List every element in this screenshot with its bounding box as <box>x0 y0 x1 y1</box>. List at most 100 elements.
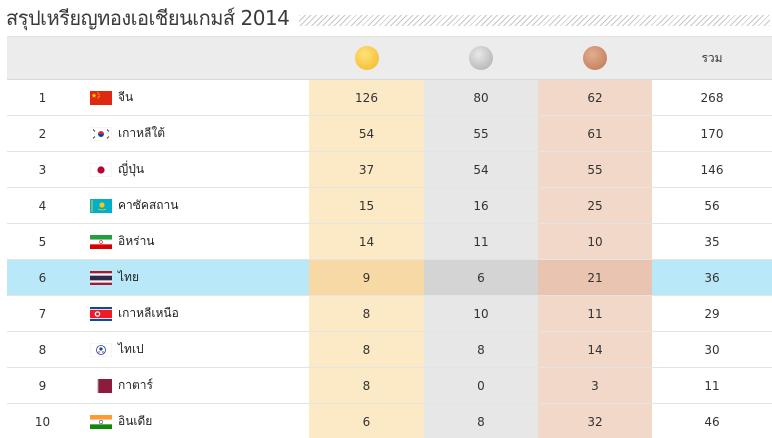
country-name: กาตาร์ <box>118 378 153 392</box>
silver-cell: 16 <box>424 188 538 223</box>
table-row-highlighted: 6 ไทย 9 6 21 36 <box>7 260 772 296</box>
total-cell: 268 <box>700 90 724 105</box>
rank-cell: 6 <box>38 270 47 285</box>
gold-cell: 54 <box>309 116 424 151</box>
page-title: สรุปเหรียญทองเอเชียนเกมส์ 2014 <box>6 6 290 30</box>
country-name: อิหร่าน <box>118 234 155 248</box>
gold-cell: 6 <box>309 404 424 438</box>
total-cell: 11 <box>704 378 720 393</box>
table-row: 10 อินเดีย 6 8 32 46 <box>7 404 772 438</box>
silver-medal-icon <box>469 46 493 70</box>
country-cell: อินเดีย <box>80 404 309 438</box>
south-korea-flag-icon <box>90 126 112 141</box>
china-flag-icon <box>90 90 112 105</box>
rank-header <box>7 37 80 79</box>
qatar-flag-icon <box>90 378 112 393</box>
country-name: เกาหลีเหนือ <box>118 306 179 320</box>
bronze-cell: 55 <box>538 152 652 187</box>
country-cell: กาตาร์ <box>80 368 309 403</box>
thailand-flag-icon <box>90 270 112 285</box>
table-row: 3 ญี่ปุ่น 37 54 55 146 <box>7 152 772 188</box>
rank-cell: 5 <box>38 234 47 249</box>
country-name: อินเดีย <box>118 414 153 428</box>
japan-flag-icon <box>90 162 112 177</box>
title-bar: สรุปเหรียญทองเอเชียนเกมส์ 2014 <box>6 3 770 33</box>
country-name: เกาหลีใต้ <box>118 126 166 140</box>
total-cell: 56 <box>704 198 720 213</box>
table-row: 1 จีน 126 80 62 268 <box>7 80 772 116</box>
bronze-cell: 10 <box>538 224 652 259</box>
country-cell: เกาหลีใต้ <box>80 116 309 151</box>
silver-cell: 6 <box>424 260 538 295</box>
bronze-cell: 32 <box>538 404 652 438</box>
country-cell: อิหร่าน <box>80 224 309 259</box>
silver-cell: 8 <box>424 404 538 438</box>
table-row: 8 ไทเป 8 8 14 30 <box>7 332 772 368</box>
country-cell: คาซัคสถาน <box>80 188 309 223</box>
total-header: รวม <box>701 50 723 65</box>
bronze-cell: 14 <box>538 332 652 367</box>
gold-cell: 14 <box>309 224 424 259</box>
north-korea-flag-icon <box>90 306 112 321</box>
rank-cell: 8 <box>38 342 47 357</box>
rank-cell: 9 <box>38 378 47 393</box>
bronze-cell: 3 <box>538 368 652 403</box>
country-cell: ไทย <box>80 260 309 295</box>
bronze-header <box>538 37 652 79</box>
bronze-cell: 61 <box>538 116 652 151</box>
total-cell: 36 <box>704 270 720 285</box>
silver-cell: 10 <box>424 296 538 331</box>
bronze-cell: 11 <box>538 296 652 331</box>
total-cell: 146 <box>700 162 724 177</box>
rank-cell: 2 <box>38 126 47 141</box>
gold-header <box>309 37 424 79</box>
title-decoration <box>299 14 770 26</box>
country-cell: จีน <box>80 80 309 115</box>
bronze-cell: 25 <box>538 188 652 223</box>
table-row: 9 กาตาร์ 8 0 3 11 <box>7 368 772 404</box>
iran-flag-icon <box>90 234 112 249</box>
gold-medal-icon <box>354 46 379 70</box>
country-cell: เกาหลีเหนือ <box>80 296 309 331</box>
silver-cell: 0 <box>424 368 538 403</box>
bronze-cell: 21 <box>538 260 652 295</box>
silver-cell: 8 <box>424 332 538 367</box>
silver-cell: 80 <box>424 80 538 115</box>
country-name: ไทย <box>118 270 139 284</box>
gold-cell: 15 <box>309 188 424 223</box>
country-cell: ญี่ปุ่น <box>80 152 309 187</box>
silver-header <box>424 37 538 79</box>
india-flag-icon <box>90 414 112 429</box>
gold-cell: 8 <box>309 332 424 367</box>
silver-cell: 11 <box>424 224 538 259</box>
total-cell: 170 <box>700 126 724 141</box>
chinese-taipei-flag-icon <box>90 342 112 357</box>
table-row: 7 เกาหลีเหนือ 8 10 11 29 <box>7 296 772 332</box>
country-name: ญี่ปุ่น <box>118 162 145 176</box>
table-row: 4 คาซัคสถาน 15 16 25 56 <box>7 188 772 224</box>
rank-cell: 1 <box>38 90 47 105</box>
rank-cell: 10 <box>34 414 51 429</box>
total-cell: 29 <box>704 306 720 321</box>
rank-cell: 7 <box>38 306 47 321</box>
gold-cell: 8 <box>309 296 424 331</box>
table-row: 5 อิหร่าน 14 11 10 35 <box>7 224 772 260</box>
table-row: 2 เกาหลีใต้ 54 55 61 170 <box>7 116 772 152</box>
gold-cell: 37 <box>309 152 424 187</box>
country-name: จีน <box>118 90 134 104</box>
country-header <box>80 37 309 79</box>
total-cell: 46 <box>704 414 720 429</box>
table-header: รวม <box>7 37 772 80</box>
gold-cell: 8 <box>309 368 424 403</box>
bronze-cell: 62 <box>538 80 652 115</box>
country-name: ไทเป <box>118 342 144 356</box>
total-cell: 35 <box>704 234 720 249</box>
country-name: คาซัคสถาน <box>118 198 179 212</box>
total-cell: 30 <box>704 342 720 357</box>
rank-cell: 4 <box>38 198 47 213</box>
kazakhstan-flag-icon <box>90 198 112 213</box>
rank-cell: 3 <box>38 162 47 177</box>
gold-cell: 9 <box>309 260 424 295</box>
medal-table: รวม 1 จีน 126 80 62 268 2 เกาหลีใต้ 54 5… <box>7 36 772 438</box>
silver-cell: 54 <box>424 152 538 187</box>
